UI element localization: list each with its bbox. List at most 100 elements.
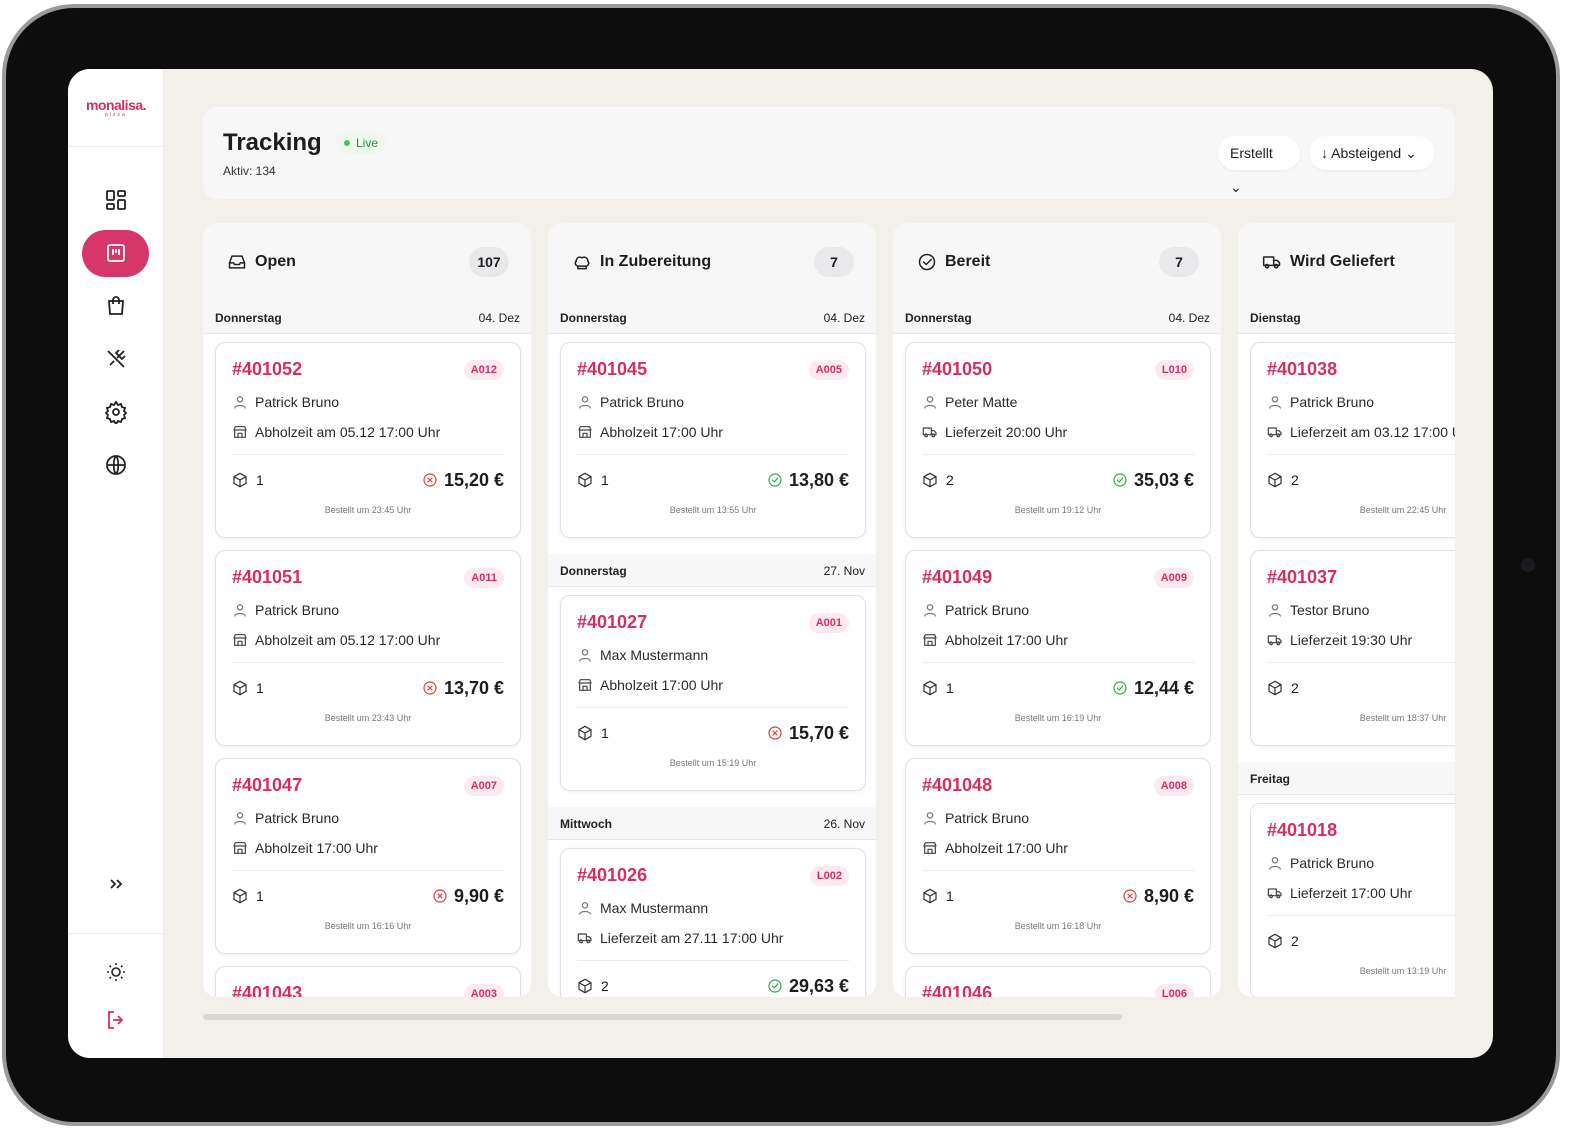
order-card[interactable]: #401045 A005 Patrick Bruno Abholzeit 17:00 … [560,342,866,538]
icon-part [923,472,937,488]
icon [1122,888,1138,904]
theme-icon[interactable] [104,960,128,984]
items: 2 [1267,472,1299,488]
column-title: Wird Geliefert [1290,253,1395,270]
order-card[interactable]: #401052 A012 Patrick Bruno Abholzeit am 05.… [215,342,521,538]
icon-part [1113,681,1127,695]
price-wrap: 15,20 € [422,470,504,491]
icon-part [1276,641,1281,646]
icon-part [107,963,125,981]
menu-icon[interactable] [104,347,128,371]
icon-part [1262,256,1281,269]
ordered-at: Bestellt um 23:45 Uhr [324,505,412,515]
icon-part [923,680,937,696]
tracking-icon[interactable] [104,241,128,265]
summary-row: 1 8,90 € [922,881,1194,911]
live-badge: Live [336,132,387,154]
order-card[interactable]: #401047 A007 Patrick Bruno Abholzeit 17:00 … [215,758,521,954]
icon [1262,252,1282,272]
items: 1 [577,725,609,741]
brand-name: monalisa. [85,97,147,113]
icon-part [107,349,126,368]
icon-part [924,396,936,409]
item-count: 2 [1291,680,1299,696]
order-code: A008 [1153,775,1194,796]
customer: Patrick Bruno [1290,855,1375,871]
icon-part [1269,604,1281,617]
items: 1 [922,680,954,696]
order-card[interactable]: #401043 A003 [215,966,521,997]
icon-part [236,604,244,611]
group-header: Dienstag [1238,301,1455,334]
icon-part [1268,684,1282,696]
icon-part [433,889,447,903]
globe-icon[interactable] [104,453,128,477]
group-day: Donnerstag [905,311,972,325]
icon [572,252,592,272]
icon-part [437,893,443,899]
summary-row: 1 15,70 € [577,718,849,748]
sort-order[interactable]: ↓ Absteigend ⌄ [1309,136,1435,170]
title: Tracking [223,129,322,156]
order-card[interactable]: #401050 L010 Peter Matte Lieferzeit 20:00 U… [905,342,1211,538]
icon-part [108,300,124,315]
icon-part [234,404,246,409]
icon-part [578,476,592,488]
price: 8,90 € [1143,885,1194,906]
order-card[interactable]: #401038 Patrick Bruno Lieferzeit am 03.12 … [1250,342,1455,538]
time: Lieferzeit am 27.11 17:00 Uhr [600,930,784,946]
sort-field[interactable]: Erstellt ⌄ [1218,136,1300,195]
card-list: #401026 L002 Max Mustermann Lieferzeit am 2… [548,840,876,997]
item-count: 2 [1291,933,1299,949]
customer: Patrick Bruno [255,394,340,410]
orders-icon[interactable] [104,294,128,318]
order-code: A012 [463,359,504,380]
price-wrap: 35,03 € [1112,470,1194,491]
order-card[interactable]: #401049 A009 Patrick Bruno Abholzeit 17:00 … [905,550,1211,746]
icon-part [108,1011,124,1029]
items: 2 [922,472,954,488]
icon-part [772,730,778,736]
order-code: A009 [1153,567,1194,588]
active-nav[interactable] [82,230,149,277]
column-title: In Zubereitung [600,253,712,270]
icon-part [578,679,592,691]
order-card[interactable]: #401051 A011 Patrick Bruno Abholzeit am 05.… [215,550,521,746]
logout-icon[interactable] [104,1008,128,1032]
icon-part [228,262,246,266]
order-card[interactable]: #401027 A001 Max Mustermann Abholzeit 17:00… [560,595,866,791]
icon-part [1123,889,1137,903]
order-id: #401046 [922,983,993,997]
order-id: #401018 [1267,820,1338,840]
icon-part [228,255,246,269]
order-card[interactable]: #401026 L002 Max Mustermann Lieferzeit am 2… [560,848,866,997]
expand-icon[interactable] [104,872,128,896]
icon-part [577,265,587,270]
order-id: #401043 [232,983,303,997]
icon-part [771,983,779,989]
order-card[interactable]: #401048 A008 Patrick Bruno Abholzeit 17:00 … [905,758,1211,954]
icon [767,725,783,741]
order-card[interactable]: #401046 L006 [905,966,1211,997]
order-code: L006 [1154,983,1194,997]
icon [577,647,593,663]
column: Wird Geliefert Dienstag #401038 Patrick Bru… [1238,223,1455,997]
order-code: A001 [808,612,849,633]
icon-part [233,842,247,854]
icon-part [923,842,937,854]
icon-part [1276,433,1281,438]
time: Abholzeit am 05.12 17:00 Uhr [255,424,441,440]
order-card[interactable]: #401018 Patrick Bruno Lieferzeit 17:00 Uhr… [1250,803,1455,997]
dashboard-icon[interactable] [104,188,128,212]
customer-row: Patrick Bruno [577,394,849,410]
settings-icon[interactable] [104,400,128,424]
icon [922,810,938,826]
count-badge: 107 [469,247,509,277]
group-day: Mittwoch [560,817,612,831]
order-card[interactable]: #401037 Testor Bruno Lieferzeit 19:30 Uhr 2… [1250,550,1455,746]
item-count: 1 [256,472,264,488]
card-head: #401048 A008 [922,775,1194,796]
icon-part [427,477,433,483]
divider [1267,662,1455,663]
